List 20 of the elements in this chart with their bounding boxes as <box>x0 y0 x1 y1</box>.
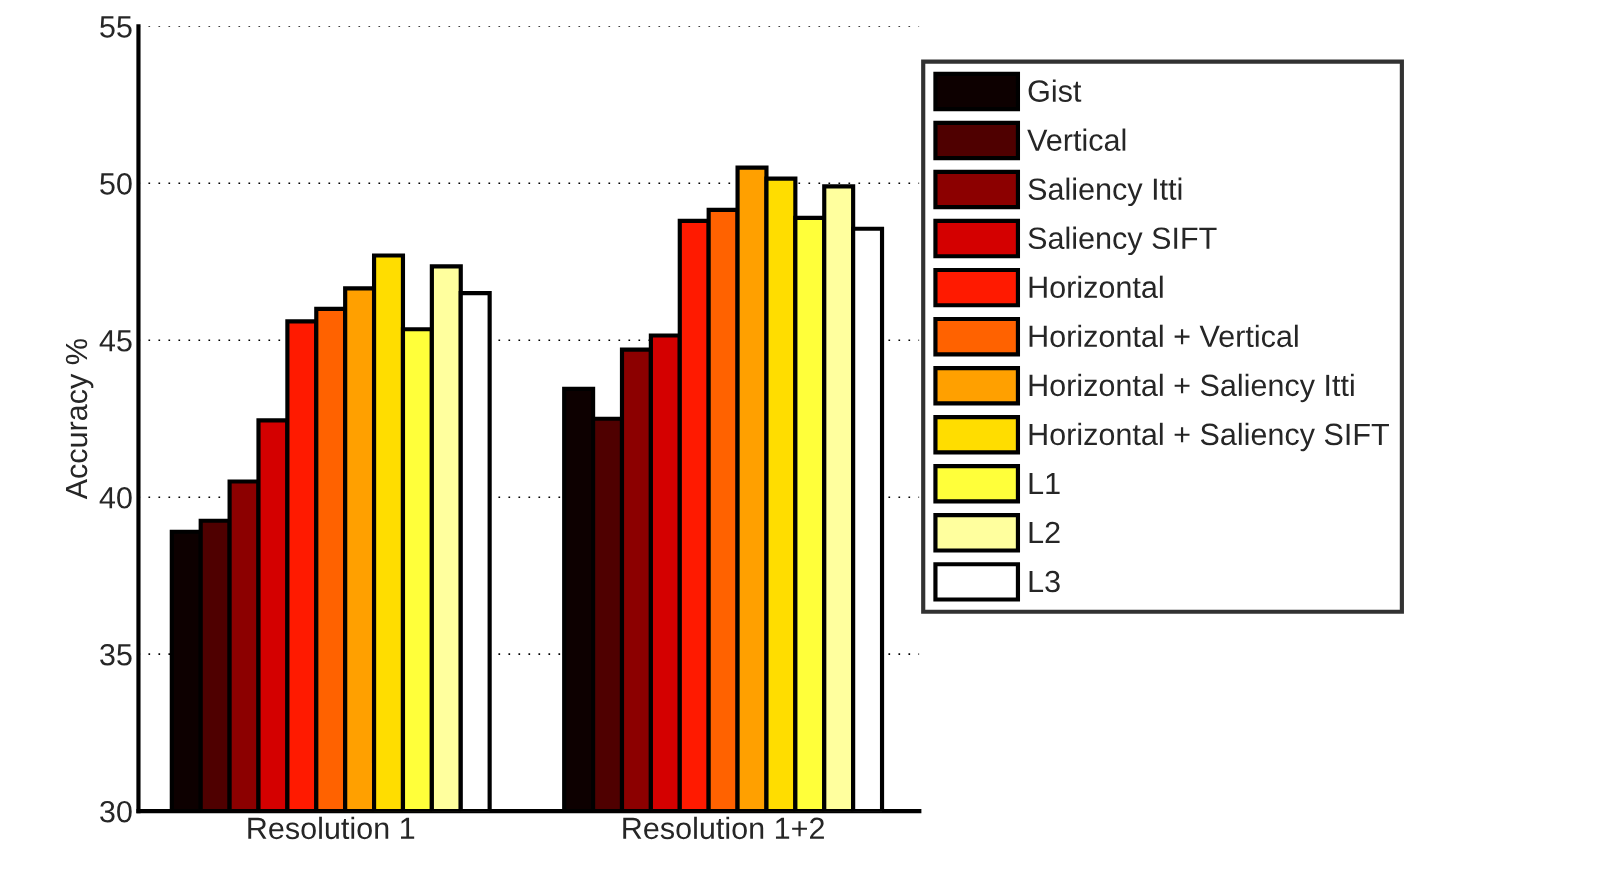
legend-label: L2 <box>1029 521 1060 543</box>
y-tick-label: 35 <box>100 643 132 666</box>
y-tick-label: 40 <box>99 486 132 509</box>
x-tick-label: Resolution 1+2 <box>623 816 824 840</box>
y-tick-label: 50 <box>100 172 132 195</box>
legend-label: Gist <box>1028 79 1082 102</box>
legend-label: Horizontal + Saliency Itti <box>1029 373 1354 403</box>
legend-label: Saliency SIFT <box>1028 226 1217 256</box>
y-tick-label: 30 <box>100 800 132 823</box>
x-tick-label: Resolution 1 <box>248 816 415 840</box>
legend-label: Horizontal + Vertical <box>1029 324 1298 348</box>
y-tick-label: 55 <box>100 16 132 38</box>
legend-label: Horizontal + Saliency SIFT <box>1029 422 1389 452</box>
y-axis-title: Accuracy % <box>65 339 94 500</box>
legend-label: L1 <box>1029 472 1060 494</box>
legend-label: L3 <box>1029 570 1060 593</box>
y-tick-label: 45 <box>99 330 132 352</box>
legend-label: Horizontal <box>1029 275 1163 299</box>
legend-label: Vertical <box>1027 128 1126 151</box>
legend-label: Saliency Itti <box>1028 177 1182 207</box>
